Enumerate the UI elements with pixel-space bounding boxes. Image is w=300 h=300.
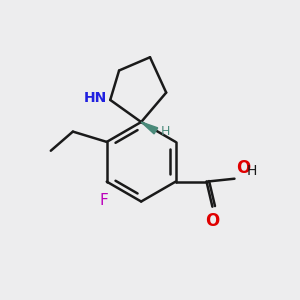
Text: HN: HN <box>83 92 107 106</box>
Text: H: H <box>161 125 171 138</box>
Text: F: F <box>99 193 108 208</box>
Text: H: H <box>247 164 257 178</box>
Polygon shape <box>141 122 158 134</box>
Text: O: O <box>236 159 250 177</box>
Text: O: O <box>205 212 220 230</box>
